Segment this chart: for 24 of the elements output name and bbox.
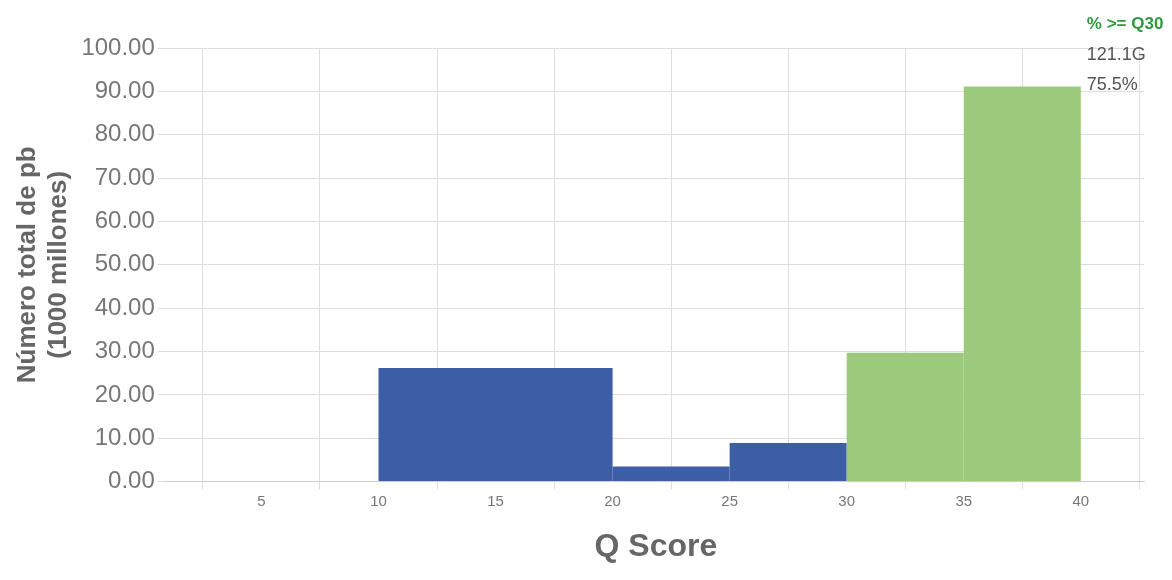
x-tick-label: 35 [955, 491, 973, 509]
x-tick-label: 30 [838, 491, 856, 509]
y-tick-label: 40.00 [94, 292, 155, 320]
y-axis-title: Número total de pb (1000 millones) [10, 146, 72, 384]
y-tick-label: 50.00 [94, 249, 155, 277]
y-tick-label: 30.00 [94, 336, 155, 364]
y-tick-label: 100.00 [81, 32, 155, 60]
x-axis-title: Q Score [594, 526, 718, 563]
x-tick-label: 25 [721, 491, 738, 509]
annotation: 75.5% [1086, 73, 1138, 94]
x-tick-label: 15 [487, 491, 504, 509]
y-tick-label: 20.00 [94, 379, 155, 407]
y-tick-label: 90.00 [94, 75, 155, 103]
text: % >= Q30 [1086, 14, 1164, 34]
y-tick-label: 10.00 [94, 422, 155, 450]
annotation: 121.1G [1086, 43, 1146, 64]
y-tick-label: 70.00 [94, 162, 155, 190]
x-tick-label: 5 [257, 491, 266, 509]
x-tick-label: 20 [604, 491, 621, 509]
x-tick-label: 10 [370, 491, 387, 509]
y-tick-label: 0.00 [108, 466, 155, 494]
x-tick-label: 40 [1072, 491, 1090, 509]
y-tick-label: 60.00 [94, 206, 155, 234]
y-tick-label: 80.00 [94, 119, 155, 147]
